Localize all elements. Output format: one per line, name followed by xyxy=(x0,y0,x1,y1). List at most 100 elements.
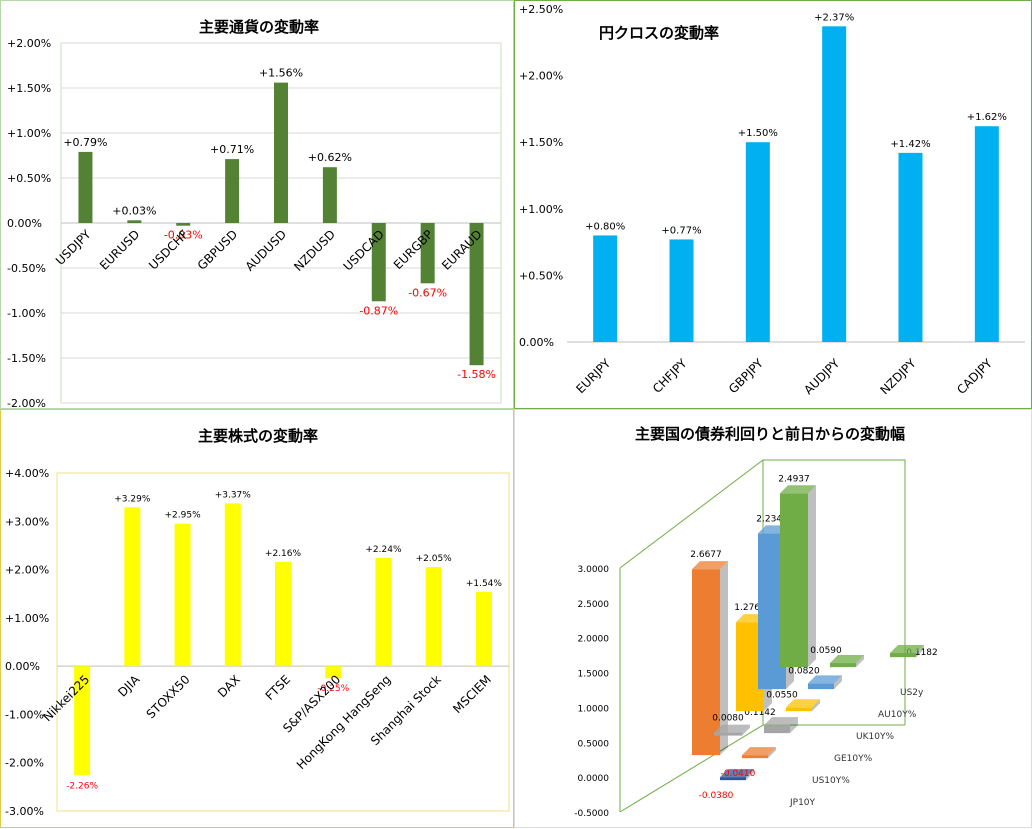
y-tick-label: -2.00% xyxy=(5,757,44,770)
yield-bar xyxy=(714,732,742,736)
data-label: +1.56% xyxy=(259,67,303,80)
change-bar-side xyxy=(746,769,754,781)
data-label: +1.50% xyxy=(738,128,778,139)
extra-bar xyxy=(890,653,916,658)
change-bar-top xyxy=(720,769,754,778)
extra-bar-top xyxy=(890,645,924,654)
data-label: +3.29% xyxy=(114,494,151,504)
yield-bar xyxy=(692,569,720,756)
change-label: -0.0410 xyxy=(721,769,756,779)
chart-title: 円クロスの変動率 xyxy=(599,24,719,42)
y-tick-label: -0.5000 xyxy=(574,809,609,819)
category-label: FTSE xyxy=(263,672,294,703)
change-bar-top xyxy=(742,747,776,756)
category-label: NZDJPY xyxy=(877,356,919,398)
category-label: EURUSD xyxy=(97,227,142,272)
y-tick-label: +1.50% xyxy=(7,82,51,95)
y-tick-label: 0.5000 xyxy=(578,739,610,749)
data-label: +0.71% xyxy=(210,143,254,156)
category-label: CHFJPY xyxy=(650,356,690,396)
chart-title: 主要国の債券利回りと前日からの変動幅 xyxy=(635,425,905,443)
change-bar-side xyxy=(768,747,776,759)
yen-cross-chart: 円クロスの変動率 +2.50% +2.00% +1.50% +1.00% +0.50% 0.… xyxy=(519,3,1025,398)
y-tick-label: 0.00% xyxy=(7,217,42,230)
data-label: +2.95% xyxy=(164,511,201,521)
change-bar-side xyxy=(834,675,842,690)
data-label: +2.37% xyxy=(814,12,854,23)
bar xyxy=(176,223,191,226)
y-tick-label: 1.0000 xyxy=(578,704,610,714)
y-tick-label: +0.50% xyxy=(519,269,563,282)
change-bar xyxy=(830,663,856,668)
currency-change-chart: 主要通貨の変動率 +2.00% +1.50% +1.00% +0.50% 0.00% -0.… xyxy=(7,18,502,410)
y-tick-label: -1.00% xyxy=(5,708,44,721)
bar xyxy=(74,666,91,776)
bar xyxy=(225,159,240,223)
yield-label: 2.4937 xyxy=(778,474,810,484)
y-tick-label: +3.00% xyxy=(5,515,49,528)
category-label: AUDJPY xyxy=(801,356,843,398)
plot-frame xyxy=(56,472,510,812)
change-bar-side xyxy=(812,699,820,712)
yield-bar-side xyxy=(742,724,750,736)
series-label: UK10Y% xyxy=(856,732,894,742)
y-tick-label: -0.50% xyxy=(7,262,46,275)
yield-bar-top xyxy=(714,724,750,733)
y-tick-label: +2.00% xyxy=(519,70,563,83)
y-tick-label: +2.00% xyxy=(7,37,51,50)
data-label: +3.37% xyxy=(215,490,252,500)
y-tick-label: +1.00% xyxy=(519,203,563,216)
category-label: NZDUSD xyxy=(291,227,338,274)
bar xyxy=(224,503,241,667)
change-bar xyxy=(764,725,790,734)
data-label: -0.25% xyxy=(317,684,349,694)
yield-bar-top xyxy=(780,485,816,494)
y-tick-label: -3.00% xyxy=(5,805,44,818)
data-label: +1.62% xyxy=(967,112,1007,123)
y-tick-label: +1.00% xyxy=(7,127,51,140)
category-label: DJIA xyxy=(115,672,143,700)
chart-title: 主要通貨の変動率 xyxy=(199,18,319,36)
change-bar-side xyxy=(790,717,798,734)
category-label: DAX xyxy=(215,672,243,700)
category-label: CADJPY xyxy=(954,356,995,397)
yen-cross-chart-panel: 円クロスの変動率 +2.50% +2.00% +1.50% +1.00% +0.50% 0.… xyxy=(514,0,1032,409)
bar xyxy=(375,557,392,667)
bar xyxy=(745,142,770,342)
data-label: -1.58% xyxy=(457,368,496,381)
bar xyxy=(325,666,342,679)
category-label: GBPJPY xyxy=(726,356,767,397)
yield-bar-side xyxy=(720,561,728,756)
yield-label: 2.6677 xyxy=(690,550,722,560)
data-label: -0.87% xyxy=(359,304,398,317)
bond-yield-chart: 主要国の債券利回りと前日からの変動幅 3.0000 2.5000 2.0000 1.50… xyxy=(574,425,938,819)
bar xyxy=(974,126,999,342)
change-bar xyxy=(742,755,768,759)
data-label: +1.54% xyxy=(466,579,503,589)
series-label: US10Y% xyxy=(812,776,850,786)
y-tick-label: -1.50% xyxy=(7,352,46,365)
stock-change-chart: 主要株式の変動率 +4.00% +3.00% +2.00% +1.00% 0.00% -1.… xyxy=(5,427,510,818)
bar xyxy=(475,591,492,667)
category-label: STOXX50 xyxy=(144,672,193,721)
bar xyxy=(469,223,484,366)
bar xyxy=(274,82,288,223)
series-label: JP10Y xyxy=(789,798,816,808)
bar xyxy=(78,151,93,223)
yield-label: 2.2340 xyxy=(756,514,788,524)
y-tick-label: 2.5000 xyxy=(578,600,610,610)
bond-yield-chart-panel: 主要国の債券利回りと前日からの変動幅 3.0000 2.5000 2.0000 1.50… xyxy=(514,409,1032,828)
yield-label: 0.0080 xyxy=(712,714,744,724)
data-label: +2.24% xyxy=(365,545,402,555)
y-tick-label: +1.50% xyxy=(519,136,563,149)
y-tick-label: +2.00% xyxy=(5,564,49,577)
bar xyxy=(822,26,847,342)
y-tick-label: 0.0000 xyxy=(578,774,610,784)
y-tick-label: -2.00% xyxy=(7,397,46,410)
chart-title: 主要株式の変動率 xyxy=(198,427,318,445)
data-label: +2.05% xyxy=(416,554,453,564)
bar xyxy=(420,223,435,284)
change-label: 0.0820 xyxy=(788,666,820,676)
data-label: +0.80% xyxy=(585,221,625,232)
y-tick-label: 1.5000 xyxy=(578,670,610,680)
